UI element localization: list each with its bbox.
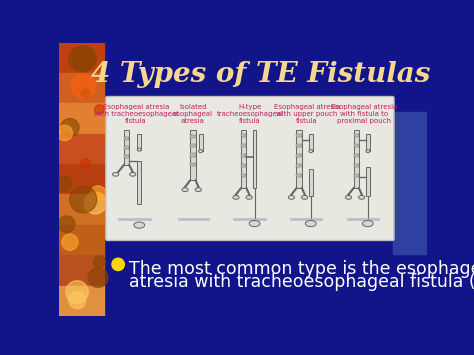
Circle shape [84, 192, 106, 214]
Bar [309, 134, 313, 151]
Bar [241, 174, 246, 178]
Ellipse shape [134, 222, 145, 228]
Text: Isolated
esophageal
atresia: Isolated esophageal atresia [173, 104, 213, 124]
Circle shape [81, 89, 90, 98]
Circle shape [81, 159, 90, 168]
Ellipse shape [363, 220, 374, 226]
Bar [354, 174, 359, 178]
Bar [190, 163, 196, 166]
Bar [354, 154, 359, 157]
Bar [124, 130, 129, 165]
Bar [190, 153, 196, 157]
Bar [124, 146, 129, 149]
Bar [199, 134, 202, 151]
Ellipse shape [309, 149, 313, 153]
Bar [354, 144, 359, 147]
Circle shape [57, 125, 73, 141]
Text: 4 Types of TE Fistulas: 4 Types of TE Fistulas [91, 61, 430, 88]
Bar [124, 137, 129, 140]
Bar [241, 164, 246, 167]
Circle shape [56, 176, 72, 191]
Circle shape [69, 291, 86, 308]
Bar [59, 134, 104, 165]
Bar [366, 167, 370, 196]
Bar [190, 144, 196, 147]
Bar [59, 255, 104, 286]
Text: atresia with tracheoesophageal fistula (85%): atresia with tracheoesophageal fistula (… [129, 273, 474, 291]
Text: H-type
tracheoesophageal
fistula: H-type tracheoesophageal fistula [217, 104, 283, 124]
Bar [59, 195, 104, 226]
Ellipse shape [195, 188, 201, 192]
Circle shape [72, 74, 95, 98]
Ellipse shape [112, 172, 119, 176]
Bar [59, 164, 104, 195]
Circle shape [66, 281, 88, 303]
Bar [392, 112, 427, 254]
Ellipse shape [366, 149, 370, 153]
Bar [296, 144, 302, 147]
Bar [241, 144, 246, 147]
Ellipse shape [346, 196, 352, 199]
Circle shape [70, 186, 97, 213]
Circle shape [69, 46, 95, 72]
Circle shape [61, 119, 79, 137]
Ellipse shape [358, 196, 365, 199]
Bar [137, 161, 141, 203]
Bar [354, 164, 359, 167]
Text: Esophageal atresia
with upper pouch
fistula: Esophageal atresia with upper pouch fist… [274, 104, 340, 124]
Bar [296, 174, 302, 178]
Bar [241, 130, 246, 188]
Bar [137, 134, 141, 149]
Circle shape [112, 258, 124, 271]
Ellipse shape [233, 196, 239, 199]
Ellipse shape [129, 172, 136, 176]
Text: The most common type is the esophageal: The most common type is the esophageal [129, 260, 474, 278]
Bar [296, 164, 302, 167]
Ellipse shape [137, 148, 141, 151]
Bar [59, 43, 104, 74]
Bar [241, 134, 246, 137]
Bar [296, 134, 302, 137]
Circle shape [62, 234, 78, 250]
Circle shape [94, 105, 104, 114]
Ellipse shape [249, 220, 260, 226]
Ellipse shape [305, 220, 316, 226]
Bar [309, 169, 313, 196]
Ellipse shape [182, 188, 188, 192]
Circle shape [88, 268, 108, 288]
Bar [59, 103, 104, 135]
Ellipse shape [288, 196, 294, 199]
Ellipse shape [246, 196, 252, 199]
Bar [241, 154, 246, 157]
Bar [190, 135, 196, 138]
Ellipse shape [199, 149, 202, 153]
Bar [354, 130, 359, 188]
Ellipse shape [301, 196, 308, 199]
Text: Esophageal atresia
with tracheoesophageal
fistula: Esophageal atresia with tracheoesophagea… [94, 104, 178, 124]
Bar [59, 285, 104, 317]
FancyBboxPatch shape [106, 97, 394, 240]
Bar [59, 225, 104, 256]
Circle shape [91, 186, 106, 201]
Bar [354, 134, 359, 137]
Bar [124, 155, 129, 158]
Bar [296, 154, 302, 157]
Bar [296, 130, 302, 188]
Circle shape [93, 256, 105, 268]
Bar [253, 130, 256, 188]
Circle shape [58, 216, 75, 233]
Bar [59, 73, 104, 104]
Bar [366, 134, 370, 151]
Bar [190, 130, 196, 180]
Circle shape [72, 46, 97, 71]
Text: Esophageal atresia
with fistula to
proximal pouch: Esophageal atresia with fistula to proxi… [331, 104, 397, 124]
